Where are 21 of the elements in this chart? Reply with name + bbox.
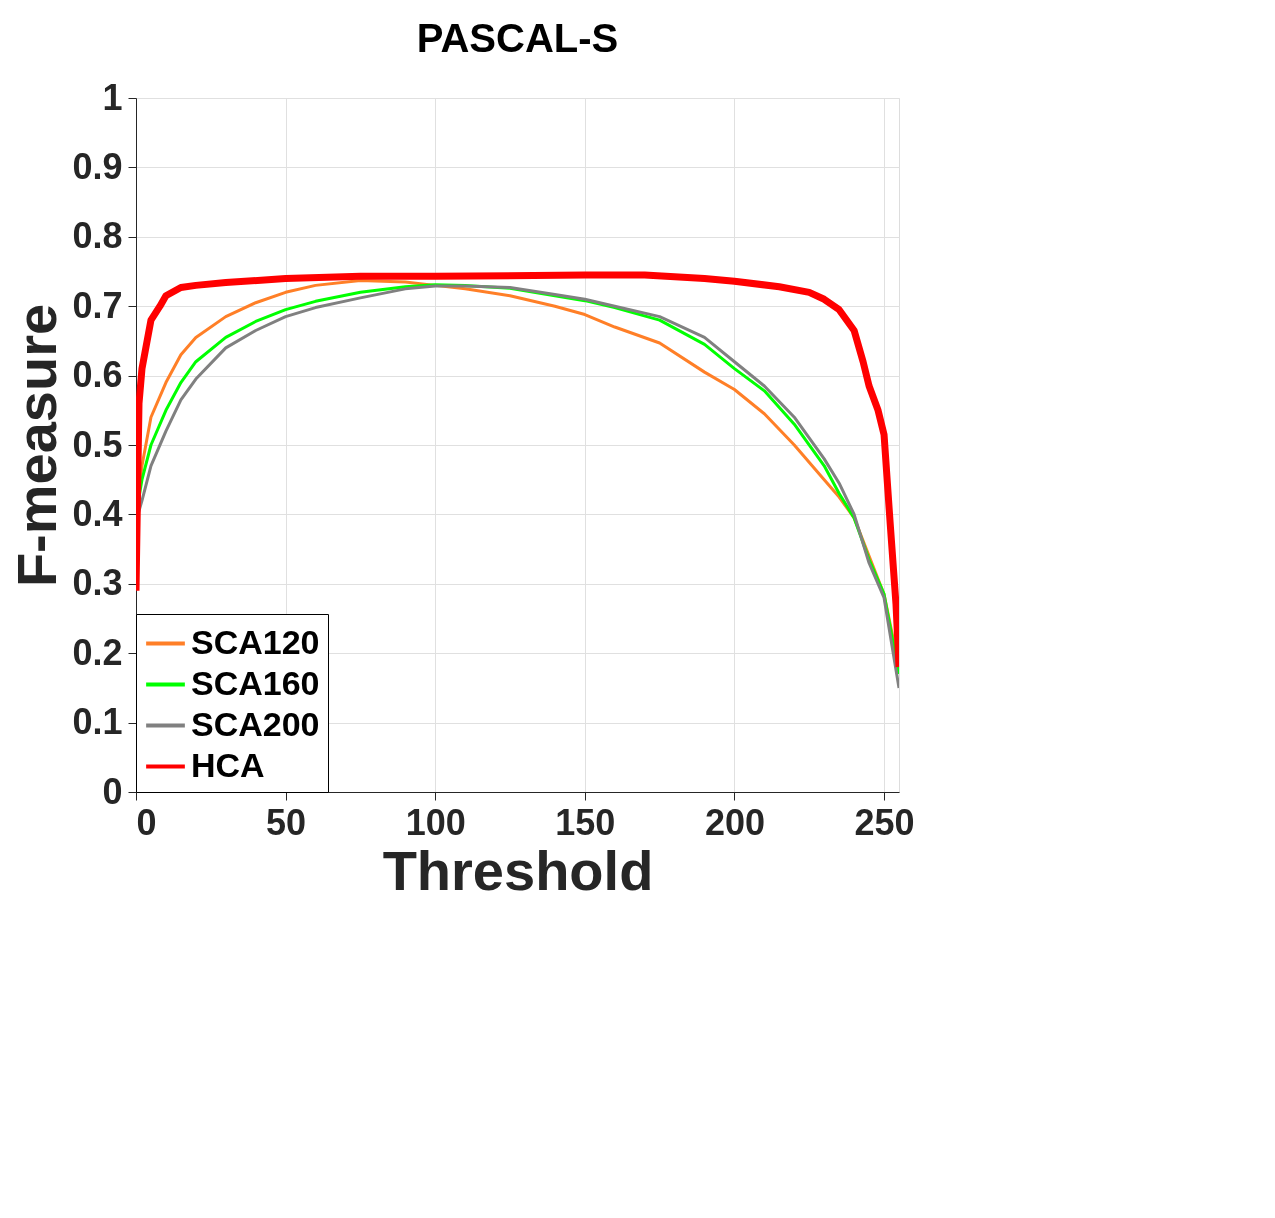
y-tick-label: 0.1 <box>72 701 123 743</box>
x-tick-label: 50 <box>266 801 307 843</box>
y-axis-title: F-measure <box>5 303 69 588</box>
y-tick-label: 0.4 <box>72 492 123 534</box>
y-tick-label: 1 <box>102 76 123 118</box>
legend-label: SCA120 <box>191 622 320 661</box>
y-tick-label: 0.3 <box>72 562 123 604</box>
legend-label: HCA <box>191 745 265 784</box>
y-tick-label: 0.5 <box>72 423 123 465</box>
y-tick-label: 0 <box>102 770 123 812</box>
y-tick-label: 0.7 <box>72 284 123 326</box>
legend-label: SCA200 <box>191 704 320 743</box>
y-tick-label: 0.2 <box>72 631 123 673</box>
chart-title: PASCAL-S <box>416 16 619 60</box>
legend-label: SCA160 <box>191 663 320 702</box>
x-tick-label: 250 <box>854 801 915 843</box>
y-tick-label: 0.6 <box>72 354 123 396</box>
x-tick-label: 200 <box>704 801 765 843</box>
y-tick-label: 0.8 <box>72 215 123 257</box>
y-tick-label: 0.9 <box>72 145 123 187</box>
x-tick-label: 0 <box>136 801 157 843</box>
